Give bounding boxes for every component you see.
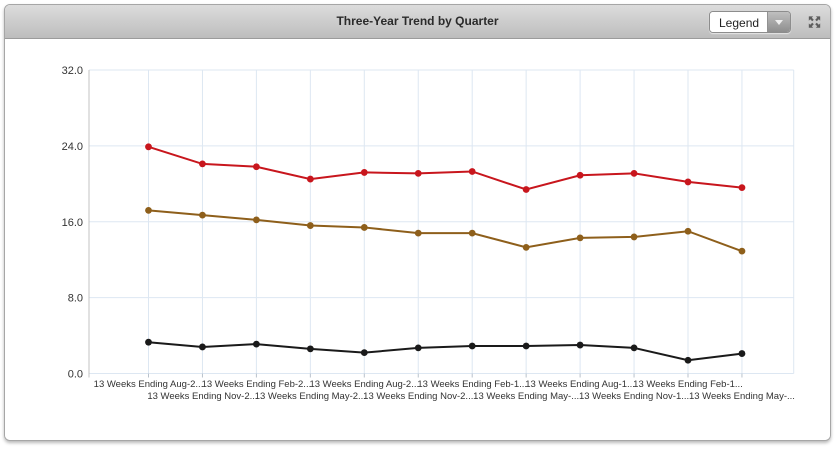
x-axis-tick-label: 13 Weeks Ending Feb-1... xyxy=(417,379,527,390)
x-axis-tick-label: 13 Weeks Ending Feb-1... xyxy=(633,379,743,390)
page-title: Three-Year Trend by Quarter xyxy=(336,14,499,28)
data-point-brown xyxy=(306,222,314,229)
chart-panel: Three-Year Trend by Quarter Legend 0.0 8.… xyxy=(4,4,831,441)
y-axis-tick-label: 8.0 xyxy=(68,293,83,305)
series-line-brown xyxy=(148,209,743,253)
data-point-black xyxy=(684,356,692,364)
data-point-brown xyxy=(360,224,368,231)
y-axis-tick-label: 24.0 xyxy=(62,141,83,153)
data-point-black xyxy=(199,343,206,351)
data-point-red xyxy=(306,175,314,183)
data-point-black xyxy=(738,350,746,357)
data-point-red xyxy=(522,186,530,193)
x-axis-tick-label: 13 Weeks Ending Feb-2... xyxy=(202,379,312,390)
data-point-brown xyxy=(253,216,260,224)
data-point-red xyxy=(145,143,152,151)
data-point-red xyxy=(414,169,422,177)
data-point-black xyxy=(253,340,260,348)
trend-chart: 0.0 8.0 16.0 24.0 32.0 13 Weeks Ending Aug-2.… xyxy=(62,65,795,402)
y-axis-tick-label: 0.0 xyxy=(68,369,83,381)
x-axis-tick-label: 13 Weeks Ending Nov-2... xyxy=(363,391,473,402)
data-point-black xyxy=(630,344,638,352)
data-point-red xyxy=(253,163,260,171)
x-axis-tick-label: 13 Weeks Ending Aug-2... xyxy=(94,379,204,390)
data-point-red xyxy=(360,169,368,176)
legend-dropdown[interactable]: Legend xyxy=(709,11,791,33)
chart-area: 0.0 8.0 16.0 24.0 32.0 13 Weeks Ending Aug-2.… xyxy=(5,39,830,440)
data-point-black xyxy=(576,341,584,349)
data-point-brown xyxy=(522,243,530,251)
data-point-black xyxy=(468,342,476,350)
data-point-brown xyxy=(576,234,584,242)
data-point-black xyxy=(414,344,422,352)
data-point-red xyxy=(468,168,476,175)
data-point-brown xyxy=(738,247,746,255)
data-point-black xyxy=(145,338,152,346)
legend-dropdown-value: Legend xyxy=(710,12,767,32)
legend-dropdown-button[interactable] xyxy=(767,12,790,32)
expand-icon xyxy=(808,16,820,28)
x-axis-tick-label: 13 Weeks Ending May-... xyxy=(689,391,795,402)
data-point-red xyxy=(199,160,206,168)
data-point-brown xyxy=(145,206,152,214)
data-point-red xyxy=(576,171,584,179)
data-point-red xyxy=(630,169,638,177)
x-axis-tick-label: 13 Weeks Ending May-2... xyxy=(255,391,366,402)
y-axis-tick-label: 32.0 xyxy=(62,65,83,77)
x-axis-tick-label: 13 Weeks Ending May-... xyxy=(473,391,579,402)
series-line-red xyxy=(148,145,743,191)
x-axis-tick-label: 13 Weeks Ending Nov-1... xyxy=(579,391,689,402)
data-point-red xyxy=(684,178,692,186)
series-line-black xyxy=(148,341,743,362)
x-axis-tick-label: 13 Weeks Ending Nov-2... xyxy=(147,391,257,402)
panel-header: Three-Year Trend by Quarter Legend xyxy=(5,5,830,39)
data-point-brown xyxy=(199,211,206,219)
data-point-black xyxy=(360,349,368,357)
data-point-brown xyxy=(630,233,638,241)
chevron-down-icon xyxy=(775,19,783,25)
data-point-black xyxy=(306,345,314,353)
expand-button[interactable] xyxy=(805,14,823,30)
y-axis-tick-label: 16.0 xyxy=(62,217,83,229)
data-point-brown xyxy=(684,227,692,235)
x-axis-tick-label: 13 Weeks Ending Aug-1... xyxy=(525,379,635,390)
data-point-red xyxy=(738,184,746,192)
data-point-brown xyxy=(414,229,422,237)
data-point-black xyxy=(522,342,530,350)
x-axis-tick-label: 13 Weeks Ending Aug-2... xyxy=(309,379,419,390)
data-point-brown xyxy=(468,229,476,237)
